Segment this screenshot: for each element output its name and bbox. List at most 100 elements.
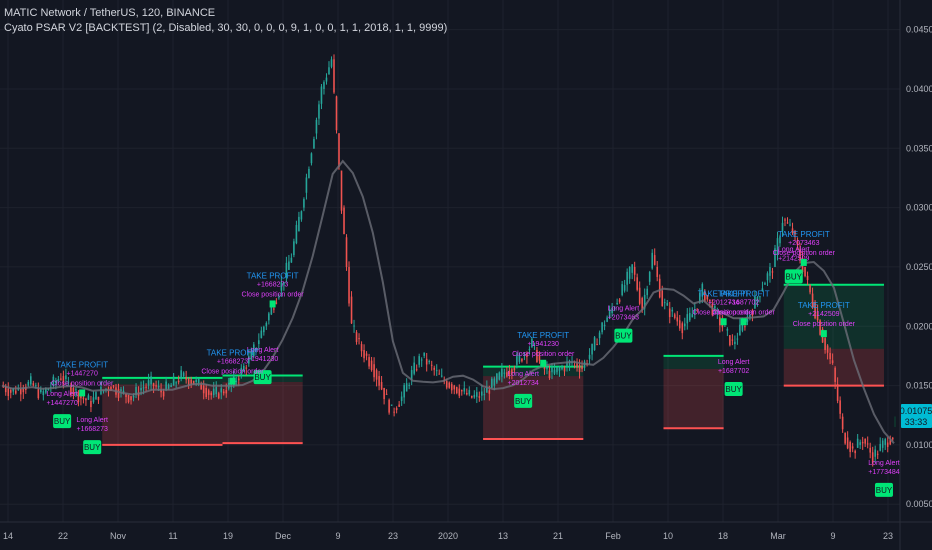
candle-body [313, 138, 315, 149]
candle-body [265, 323, 268, 327]
buy-badge[interactable] [53, 414, 72, 429]
candle-body [719, 317, 721, 326]
candle-body [140, 387, 142, 391]
candle-body [82, 397, 85, 400]
candle-body [4, 387, 7, 393]
candle-body [633, 266, 636, 275]
time-tick-label: 19 [223, 531, 233, 541]
candle-body [866, 443, 869, 445]
candle-body [460, 390, 463, 392]
time-tick-label: 9 [830, 531, 835, 541]
time-axis[interactable]: 14 22 Nov 11 19 Dec 9 23 2020 13 21 Feb 10 18 Mar 9 23 [3, 531, 893, 541]
time-tick-label: 10 [663, 531, 673, 541]
buy-marker[interactable]: BUY Long Alert +1773484 [868, 460, 900, 497]
candle-body [117, 389, 120, 398]
candle-body [816, 311, 819, 320]
candle-body [884, 439, 887, 445]
time-tick-label: Dec [275, 531, 292, 541]
candle-body [215, 386, 218, 395]
buy-badge[interactable] [874, 482, 893, 497]
candle-body [388, 399, 390, 413]
candle-body [450, 384, 453, 391]
take-profit-value: +1668273 [257, 281, 288, 288]
buy-badge[interactable] [614, 328, 633, 343]
candle-body [142, 387, 145, 389]
candle-body [806, 275, 809, 281]
candle-body [350, 296, 353, 324]
candle-body [611, 307, 613, 313]
flag-icon [229, 377, 236, 385]
candle-body [854, 450, 856, 454]
candle-body [423, 352, 425, 356]
close-order-label: Close position order [692, 309, 755, 316]
candle-body [222, 391, 225, 394]
buy-label: BUY [725, 385, 742, 394]
candle-body [478, 396, 481, 398]
buy-label: BUY [786, 272, 803, 281]
long-alert-value: +2142509 [778, 255, 809, 262]
candle-body [110, 387, 112, 391]
candle-body [358, 338, 360, 340]
buy-marker[interactable]: BUY Long Alert +2012734 [507, 371, 539, 408]
candle-body [824, 338, 826, 350]
candle-body [70, 384, 72, 395]
candle-body [864, 438, 866, 444]
buy-marker[interactable]: BUY Long Alert +1687702 [718, 359, 750, 397]
buy-label: BUY [84, 443, 101, 452]
candle-body [756, 297, 759, 303]
buy-marker[interactable]: BUY Long Alert +1447270 [46, 391, 78, 429]
candle-body [35, 385, 37, 387]
take-profit-label: TAKE PROFIT [778, 230, 830, 239]
candle-body [7, 388, 10, 397]
long-alert-label: Long Alert [868, 460, 900, 467]
buy-badge[interactable] [514, 393, 533, 408]
candle-body [182, 372, 185, 377]
candle-body [225, 390, 228, 394]
candle-body [493, 378, 496, 386]
close-order-label: Close position order [512, 351, 575, 358]
candle-body [455, 387, 458, 394]
candle-body [420, 359, 423, 361]
buy-badge[interactable] [724, 382, 743, 397]
indicator-title[interactable]: Cyato PSAR V2 [BACKTEST] (2, Disabled, 3… [4, 22, 448, 34]
candle-body [390, 404, 393, 406]
buy-marker[interactable]: BUY Long Alert +2073463 [608, 306, 640, 343]
candle-body [486, 387, 488, 393]
take-profit-value: +1447270 [67, 370, 98, 377]
candle-body [668, 308, 671, 318]
candle-body [370, 360, 373, 371]
candle-body [523, 354, 526, 356]
candle-body [618, 299, 621, 302]
candle-body [791, 228, 794, 234]
candle-body [794, 231, 796, 235]
candle-body [498, 372, 501, 380]
buy-badge[interactable] [83, 440, 102, 455]
buy-badge[interactable] [253, 370, 272, 385]
candle-body [769, 266, 771, 276]
candle-body [551, 367, 553, 373]
candle-body [663, 302, 666, 304]
candle-body [724, 325, 726, 327]
candle-body [170, 385, 172, 388]
buy-badge[interactable] [784, 269, 803, 284]
symbol-title[interactable]: MATIC Network / TetherUS, 120, BINANCE [4, 7, 216, 19]
candle-body [566, 361, 568, 367]
candle-body [408, 384, 410, 386]
candle-body [167, 384, 170, 389]
long-alert-label: Long Alert [46, 391, 78, 398]
candle-body [886, 442, 889, 448]
candle-body [212, 388, 215, 396]
candle-body [333, 59, 335, 93]
candle-body [405, 383, 408, 392]
buy-marker[interactable]: BUY Long Alert +1941230 [247, 347, 279, 385]
flag-icon [720, 318, 727, 326]
buy-marker[interactable]: BUY Long Alert +1668273 [76, 417, 108, 455]
candle-body [521, 358, 523, 362]
candle-body [438, 373, 441, 375]
candle-body [220, 388, 223, 393]
candle-body [90, 400, 92, 408]
buy-marker[interactable]: BUY Long Alert +2142509 [778, 246, 810, 284]
